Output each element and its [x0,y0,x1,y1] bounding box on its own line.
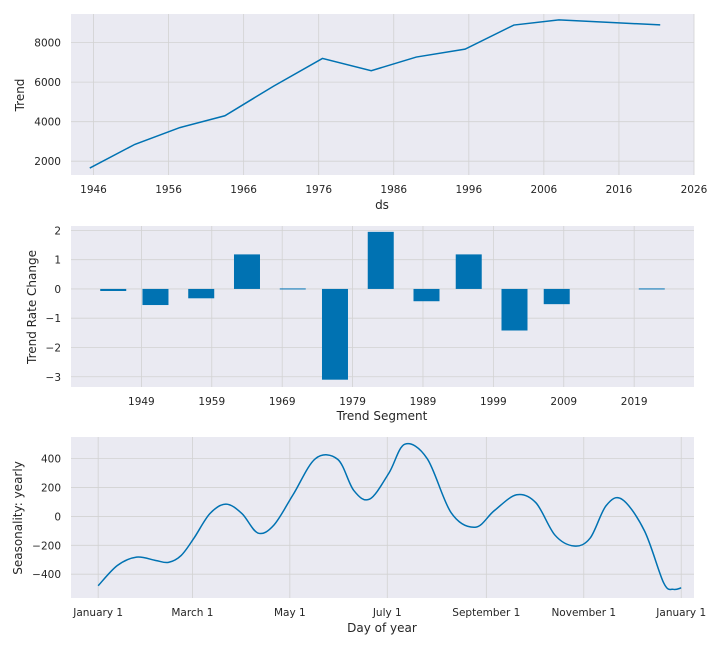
rate-change-bar [413,288,440,302]
x-tick-label: 1946 [80,184,107,196]
y-tick-label: 1 [54,255,61,267]
y-tick-label: 200 [41,483,61,495]
rate-change-bar [233,254,260,289]
y-tick-label: −200 [32,540,61,552]
rate-change-bar [100,288,127,291]
x-tick-label: 1989 [410,396,437,408]
rate-change-bar [188,288,215,299]
x-tick-label: January 1 [72,607,123,619]
rate-change-bar [501,288,528,331]
y-tick-label: 0 [54,511,61,523]
rate-change-bar [455,254,482,289]
seasonality-plot-area [71,437,694,598]
x-tick-label: March 1 [171,607,213,619]
y-tick-label: 8000 [34,38,61,50]
x-tick-label: 2026 [681,184,708,196]
y-tick-label: −400 [32,569,61,581]
trend-plot-area [71,14,694,175]
y-tick-label: 2 [54,225,61,237]
trend-rate-change-panel: 1949 1959 1969 1979 1989 1999 2009 2019 −3 −2 −1 0… [25,225,694,423]
rate-change-bar [367,231,394,289]
x-tick-label: 1959 [198,396,225,408]
x-tick-label: September 1 [452,607,520,619]
y-tick-label: −2 [46,342,61,354]
x-tick-label: 2006 [531,184,558,196]
rate-change-bar [321,288,348,380]
x-tick-label: 1986 [380,184,407,196]
x-tick-label: 1966 [230,184,257,196]
x-tick-label: 1956 [155,184,182,196]
x-tick-label: 1999 [480,396,507,408]
rate-change-bar [142,288,169,306]
rate-change-bar [543,288,570,305]
trend-panel: 1946 1956 1966 1976 1986 1996 2006 2016 2026 200… [13,14,708,212]
x-tick-label: 1976 [305,184,332,196]
x-tick-label: 1979 [339,396,366,408]
x-tick-label: 2009 [550,396,577,408]
x-tick-label: 2016 [606,184,633,196]
y-tick-label: 0 [54,284,61,296]
x-tick-label: May 1 [274,607,306,619]
y-tick-label: 6000 [34,77,61,89]
seasonality-panel: January 1 March 1 May 1 July 1 September 1 No… [11,437,706,635]
y-tick-label: −3 [46,372,61,384]
y-tick-label: 2000 [34,156,61,168]
seasonality-x-axis-label: Day of year [347,621,417,635]
rate-change-bar [638,288,665,290]
trend-x-axis-label: ds [375,198,389,212]
x-tick-label: 1996 [455,184,482,196]
rate-change-y-axis-label: Trend Rate Change [25,250,39,365]
seasonality-series-line [97,442,682,591]
x-tick-label: 1969 [269,396,296,408]
trend-y-axis-label: Trend [13,79,27,113]
x-tick-label: January 1 [655,607,706,619]
y-tick-label: 400 [41,454,61,466]
x-tick-label: 1949 [128,396,155,408]
seasonality-y-axis-label: Seasonality: yearly [11,461,25,575]
x-tick-label: July 1 [372,607,402,619]
x-tick-label: 2019 [621,396,648,408]
rate-change-x-axis-label: Trend Segment [336,409,428,423]
rate-change-bar [279,288,306,290]
y-tick-label: 4000 [34,117,61,129]
x-tick-label: November 1 [551,607,616,619]
trend-series-line [89,19,661,169]
y-tick-label: −1 [46,313,61,325]
